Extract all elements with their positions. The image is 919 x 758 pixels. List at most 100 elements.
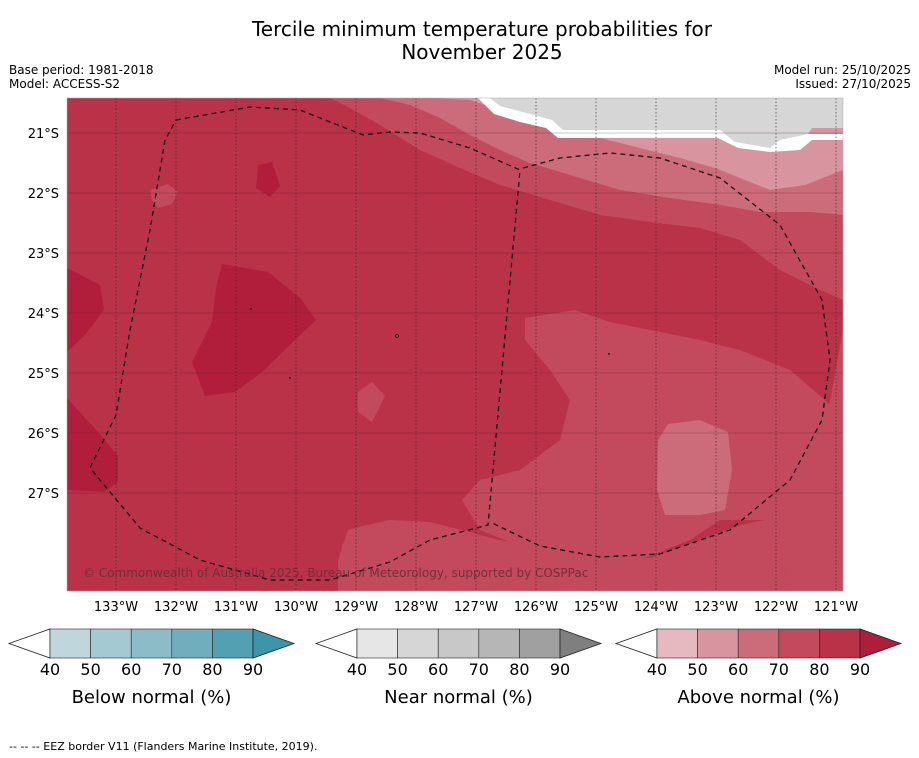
issued-date: Issued: 27/10/2025 (795, 77, 911, 91)
legend-near-tick: 40 (347, 660, 367, 679)
legend-near-tick: 90 (550, 660, 570, 679)
legend-above-max-extend (859, 628, 903, 659)
legend-below: 40 50 60 70 80 90 Below normal (%) (7, 628, 296, 708)
eez-footnote: -- -- -- EEZ border V11 (Flanders Marine… (9, 740, 318, 753)
legend-near-swatch (478, 628, 520, 659)
legend-near-swatch (437, 628, 480, 659)
legend-above-tick: 50 (687, 660, 707, 679)
legends: 40 50 60 70 80 90 Below normal (%) 40 50 60 70 80 90… (7, 628, 903, 708)
eez-border-west (89, 106, 521, 581)
band-90-north (256, 162, 280, 197)
legend-near-swatch (397, 628, 439, 659)
eez-border-east (489, 152, 831, 558)
lon-label: 124°W (634, 600, 678, 615)
lon-label: 131°W (214, 600, 258, 615)
legend-above-tick: 40 (647, 660, 667, 679)
lat-label: 24°S (28, 307, 59, 322)
legend-below-tick: 90 (243, 660, 263, 679)
lon-label: 121°W (814, 600, 858, 615)
latitude-labels: 21°S 22°S 23°S 24°S 25°S 26°S 27°S (28, 127, 59, 502)
lat-label: 26°S (28, 427, 59, 442)
map-frame (66, 97, 844, 592)
legend-near-title: Near normal (%) (384, 687, 533, 708)
title-line-2: November 2025 (401, 40, 563, 64)
model-name: Model: ACCESS-S2 (9, 77, 121, 91)
band-70-80-west (150, 184, 178, 208)
lon-label: 125°W (574, 600, 618, 615)
lon-label: 132°W (154, 600, 198, 615)
band-60-70-east (657, 420, 732, 515)
legend-below-swatch (212, 628, 254, 659)
legend-near-tick: 50 (387, 660, 407, 679)
legend-below-swatch (49, 628, 91, 659)
graticule (115, 98, 837, 591)
island-mark-3 (395, 334, 399, 338)
lon-label: 129°W (334, 600, 378, 615)
legend-above-tick: 70 (769, 660, 789, 679)
legend-near-tick: 60 (428, 660, 448, 679)
copyright-text: © Commonwealth of Australia 2025, Bureau… (83, 566, 588, 580)
no-data-land (485, 98, 843, 150)
legend-below-swatch (90, 628, 132, 659)
lon-label: 133°W (94, 600, 138, 615)
legend-above-swatch (778, 628, 820, 659)
island-mark-1 (250, 308, 252, 310)
lon-label: 126°W (514, 600, 558, 615)
legend-below-tick: 80 (202, 660, 222, 679)
lat-label: 21°S (28, 127, 59, 142)
legend-near: 40 50 60 70 80 90 Near normal (%) (314, 628, 603, 708)
model-run: Model run: 25/10/2025 (773, 63, 911, 77)
legend-below-min-extend (7, 628, 51, 659)
legend-near-tick: 70 (469, 660, 489, 679)
legend-near-max-extend (559, 628, 603, 659)
legend-above-tick: 60 (728, 660, 748, 679)
lat-label: 27°S (28, 487, 59, 502)
legend-above-swatch (697, 628, 739, 659)
legend-below-tick: 60 (121, 660, 141, 679)
longitude-labels: 133°W 132°W 131°W 130°W 129°W 128°W 127°W 126°W… (94, 600, 858, 615)
meta-left: Base period: 1981-2018 Model: ACCESS-S2 (9, 63, 154, 91)
legend-below-swatch (171, 628, 213, 659)
latitude-lines (67, 132, 843, 494)
legend-below-swatch (130, 628, 173, 659)
probability-map: © Commonwealth of Australia 2025, Bureau… (67, 98, 843, 591)
legend-below-tick: 70 (162, 660, 182, 679)
band-90-central-west (192, 264, 316, 396)
island-mark-2 (289, 377, 291, 379)
lat-label: 23°S (28, 247, 59, 262)
lat-label: 25°S (28, 367, 59, 382)
band-70-80-south (340, 520, 600, 591)
legend-above-tick: 90 (850, 660, 870, 679)
legend-above-swatch (656, 628, 698, 659)
legend-near-min-extend (314, 628, 358, 659)
legend-near-swatch (519, 628, 561, 659)
legend-near-swatch (356, 628, 398, 659)
lon-label: 122°W (754, 600, 798, 615)
legend-below-max-extend (252, 628, 296, 659)
band-90-southwest (67, 398, 118, 492)
lon-label: 128°W (394, 600, 438, 615)
lat-label: 22°S (28, 187, 59, 202)
legend-below-tick: 50 (80, 660, 100, 679)
legend-above: 40 50 60 70 80 90 Above normal (%) (614, 628, 903, 708)
legend-above-title: Above normal (%) (677, 687, 839, 708)
band-70-80-islet (358, 382, 385, 422)
lon-label: 123°W (694, 600, 738, 615)
lon-label: 130°W (274, 600, 318, 615)
legend-above-tick: 80 (809, 660, 829, 679)
meta-right: Model run: 25/10/2025 Issued: 27/10/2025 (774, 63, 911, 91)
band-70-80-center (462, 310, 843, 591)
legend-above-min-extend (614, 628, 658, 659)
legend-above-swatch (737, 628, 780, 659)
island-mark-4 (608, 353, 610, 355)
title-line-1: Tercile minimum temperature probabilitie… (251, 17, 713, 41)
legend-below-title: Below normal (%) (72, 687, 232, 708)
legend-below-tick: 40 (40, 660, 60, 679)
base-period: Base period: 1981-2018 (9, 63, 154, 77)
legend-near-tick: 80 (509, 660, 529, 679)
chart-title: Tercile minimum temperature probabilitie… (0, 18, 919, 64)
band-90-west-edge (67, 268, 104, 352)
white-gap-strip (478, 98, 843, 152)
lon-label: 127°W (454, 600, 498, 615)
